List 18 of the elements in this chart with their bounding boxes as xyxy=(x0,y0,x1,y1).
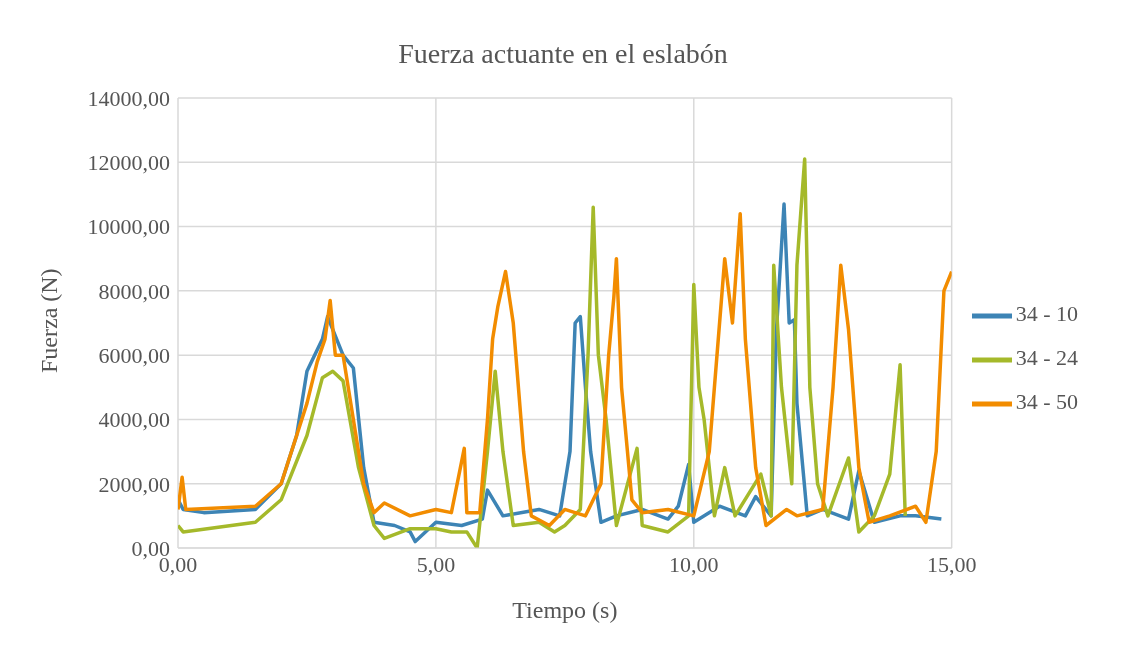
y-tick-label: 12000,00 xyxy=(87,150,170,176)
x-tick-label: 15,00 xyxy=(926,551,977,577)
y-tick-label: 14000,00 xyxy=(87,85,170,111)
x-tick-label: 10,00 xyxy=(669,551,719,577)
x-tick-label: 5,00 xyxy=(416,551,456,577)
line-series xyxy=(178,157,907,548)
y-tick-label: 2000,00 xyxy=(98,471,170,497)
y-axis-title: Fuerza (N) xyxy=(35,268,62,373)
y-tick-label: 0,00 xyxy=(131,535,170,561)
x-axis-title: Tiempo (s) xyxy=(512,597,618,623)
chart-title: Fuerza actuante en el eslabón xyxy=(397,38,729,70)
legend-label: 34 - 50 xyxy=(1015,389,1078,414)
legend-label: 34 - 10 xyxy=(1015,301,1078,326)
y-tick-label: 8000,00 xyxy=(98,278,170,304)
y-tick-label: 6000,00 xyxy=(98,342,170,368)
y-tick-label: 4000,00 xyxy=(98,407,170,433)
legend-label: 34 - 24 xyxy=(1015,345,1078,370)
y-tick-label: 10000,00 xyxy=(87,214,170,240)
